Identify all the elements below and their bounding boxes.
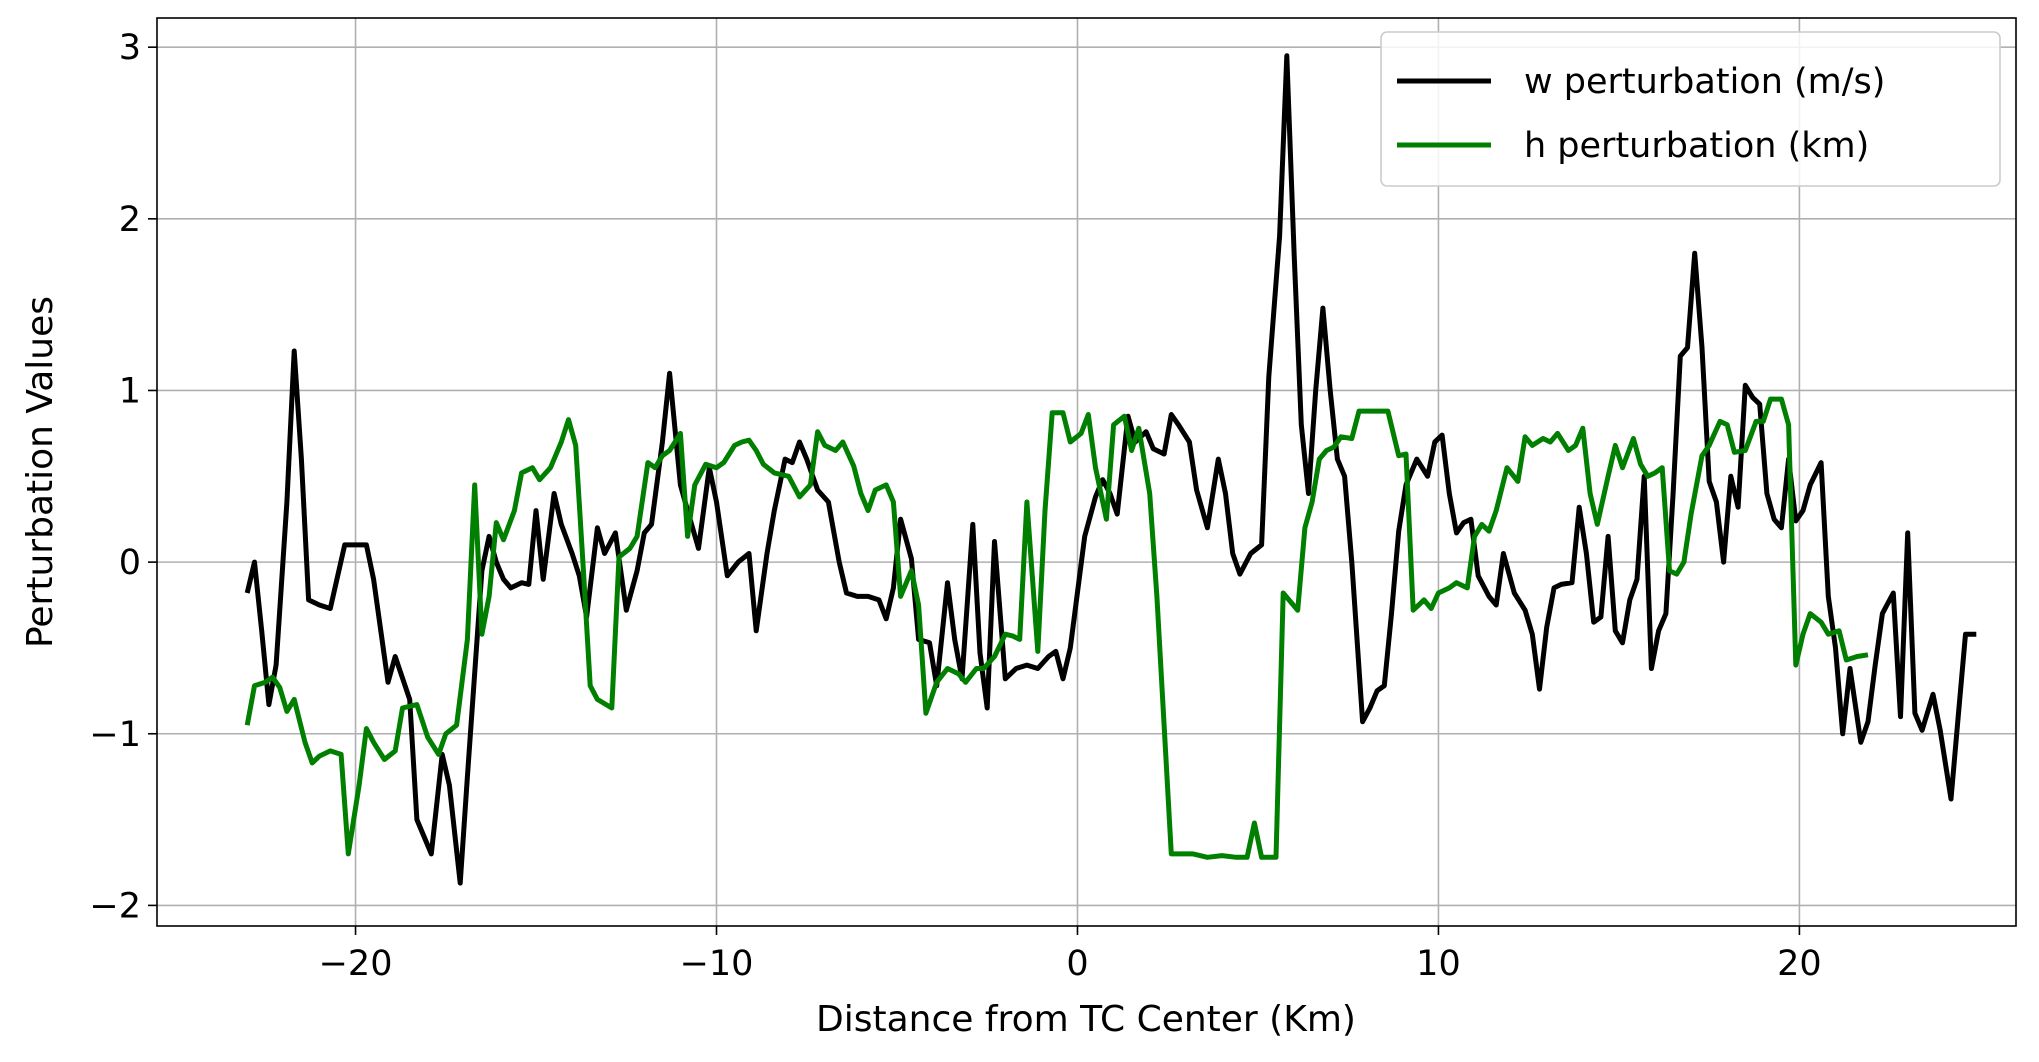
legend-label-w: w perturbation (m/s) [1524, 62, 1885, 102]
legend: w perturbation (m/s) h perturbation (km) [1380, 31, 2001, 187]
x-tick-label: 20 [1777, 944, 1822, 984]
series-lines [244, 53, 1977, 886]
legend-label-h: h perturbation (km) [1524, 126, 1869, 166]
y-tick-label: −2 [89, 886, 141, 926]
plot-frame [156, 17, 2017, 927]
x-tick-label: 10 [1416, 944, 1461, 984]
x-tick-label: −20 [319, 944, 393, 984]
y-axis-title: Perturbation Values [20, 296, 61, 648]
y-tick-label: 0 [119, 543, 141, 583]
y-tick-label: −1 [89, 715, 141, 755]
y-tick-label: 1 [119, 371, 141, 411]
y-tick-label: 2 [119, 200, 141, 240]
w-perturbation-line [244, 53, 1977, 886]
h-perturbation-line [244, 396, 1869, 860]
y-tick-label: 3 [119, 28, 141, 68]
legend-box [1380, 31, 2001, 187]
x-axis-title: Distance from TC Center (Km) [816, 999, 1356, 1040]
x-tick-label: 0 [1066, 944, 1088, 984]
x-tick-label: −10 [680, 944, 754, 984]
